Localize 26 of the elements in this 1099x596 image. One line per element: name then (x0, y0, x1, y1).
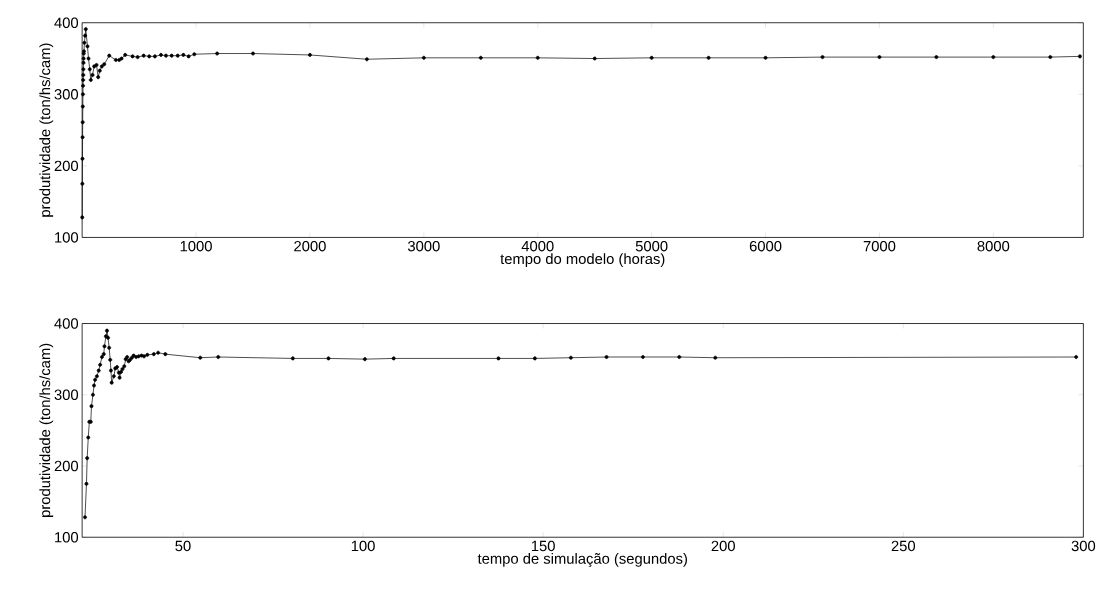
y-tick-label: 100 (55, 232, 79, 243)
y-tick-label: 300 (54, 389, 79, 401)
x-tick-label: 1000 (180, 241, 212, 252)
y-tick-label: 300 (54, 89, 79, 100)
x-tick-label: 4000 (521, 241, 554, 252)
x-tick-label: 100 (351, 540, 375, 552)
x-tick-label: 8000 (977, 241, 1010, 252)
y-tick-label: 400 (54, 318, 79, 329)
y-tick-label: 200 (54, 460, 79, 472)
x-tick-label: 5000 (635, 241, 668, 252)
x-tick-label: 300 (1071, 540, 1096, 552)
x-tick-label: 250 (891, 540, 916, 552)
x-tick-label: 6000 (749, 241, 782, 252)
x-tick-label: 7000 (863, 241, 896, 252)
y-tick-label: 400 (54, 17, 79, 29)
x-tick-label: 3000 (407, 241, 440, 252)
x-axis-title: tempo de simulação (segundos) (477, 553, 687, 568)
x-axis-title: tempo do modelo (horas) (500, 253, 665, 268)
y-tick-label: 100 (55, 532, 79, 543)
x-tick-label: 50 (175, 540, 191, 552)
y-tick-label: 200 (54, 160, 79, 172)
y-axis-title: produtividade (ton/hs/cam) (39, 344, 54, 518)
y-axis-title: produtividade (ton/hs/cam) (39, 43, 54, 217)
x-tick-label: 2000 (294, 241, 326, 252)
x-tick-label: 200 (711, 540, 735, 552)
x-tick-label: 150 (531, 540, 555, 552)
